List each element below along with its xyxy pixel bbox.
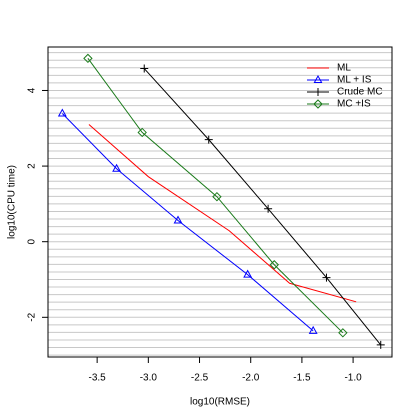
- marker: [140, 64, 149, 73]
- marker: [57, 108, 67, 117]
- marker: [137, 127, 147, 138]
- marker: [376, 340, 385, 349]
- legend-label: ML + IS: [337, 75, 372, 86]
- x-tick-label: -2.0: [242, 373, 260, 384]
- marker: [308, 325, 318, 334]
- series-line: [87, 58, 344, 334]
- series-line: [143, 68, 382, 346]
- y-tick-label: 4: [27, 87, 38, 93]
- series-line: [88, 124, 357, 303]
- x-tick-label: -2.5: [191, 373, 209, 384]
- x-tick-label: -3.5: [89, 373, 107, 384]
- x-axis-label: log10(RMSE): [190, 397, 250, 408]
- marker: [269, 260, 279, 270]
- legend-marker: [313, 74, 323, 83]
- y-axis-label: log10(CPU time): [7, 165, 18, 239]
- y-tick-label: -2: [27, 312, 38, 321]
- legend-label: MC +IS: [337, 99, 371, 110]
- marker: [264, 204, 273, 213]
- marker: [243, 269, 253, 278]
- marker: [173, 215, 183, 224]
- legend-label: Crude MC: [337, 87, 383, 98]
- marker: [338, 328, 348, 338]
- legend-marker: [314, 88, 322, 96]
- series-line: [61, 113, 314, 332]
- y-tick-label: 2: [27, 163, 38, 169]
- legend-label: ML: [337, 63, 351, 74]
- marker: [212, 192, 222, 202]
- y-tick-label: 0: [27, 238, 38, 244]
- legend-marker: [313, 99, 323, 109]
- marker: [83, 53, 93, 64]
- marker: [322, 273, 331, 282]
- x-tick-label: -3.0: [140, 373, 158, 384]
- x-tick-label: -1.5: [293, 373, 311, 384]
- x-tick-label: -1.0: [344, 373, 362, 384]
- marker: [204, 135, 213, 144]
- plot-frame: [47, 46, 393, 358]
- marker: [112, 163, 122, 172]
